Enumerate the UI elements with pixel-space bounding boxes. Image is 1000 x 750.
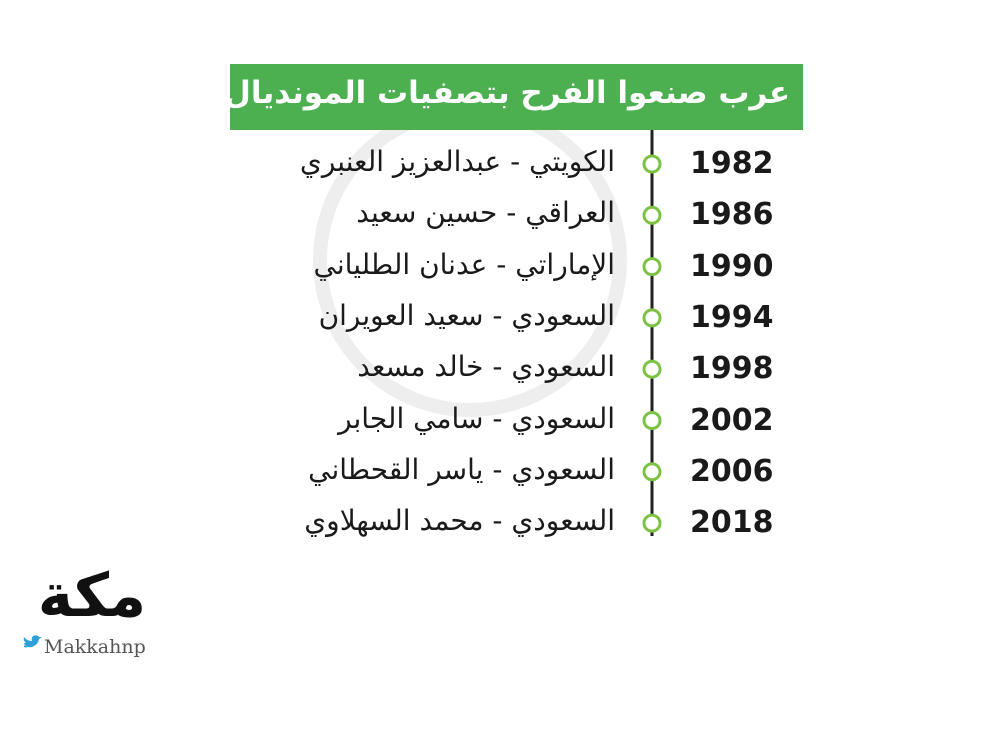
year: 1994: [690, 299, 774, 335]
timeline-dot: [642, 462, 662, 482]
handle: Makkahnp: [44, 636, 146, 658]
name: الإماراتي - عدنان الطلياني: [313, 247, 615, 281]
timeline-dot: [642, 308, 662, 328]
year: 1998: [690, 351, 774, 387]
title: عرب صنعوا الفرح بتصفيات المونديال: [224, 75, 790, 111]
name: السعودي - محمد السهلاوي: [304, 504, 615, 538]
timeline-dot: [642, 513, 662, 533]
twitter-icon: [23, 635, 42, 648]
year: 1990: [690, 248, 774, 284]
year: 1986: [690, 197, 774, 233]
name: الكويتي - عبدالعزيز العنبري: [299, 145, 615, 178]
timeline-dot: [642, 411, 662, 430]
year: 2002: [690, 402, 774, 438]
name: السعودي - خالد مسعد: [357, 350, 615, 384]
name: السعودي - سامي الجابر: [338, 401, 615, 435]
timeline-dot: [642, 359, 662, 379]
year: 1982: [690, 146, 774, 181]
name: السعودي - سعيد العويران: [318, 298, 615, 332]
name: السعودي - ياسر القحطاني: [308, 452, 615, 486]
year: 2018: [690, 505, 774, 541]
timeline-dot: [642, 154, 662, 174]
name: العراقي - حسين سعيد: [356, 196, 615, 230]
header-bar: [230, 64, 803, 130]
timeline-dot: [642, 257, 662, 277]
timeline-dot: [642, 205, 662, 225]
logo: مكة: [37, 561, 147, 631]
year: 2006: [690, 453, 774, 489]
